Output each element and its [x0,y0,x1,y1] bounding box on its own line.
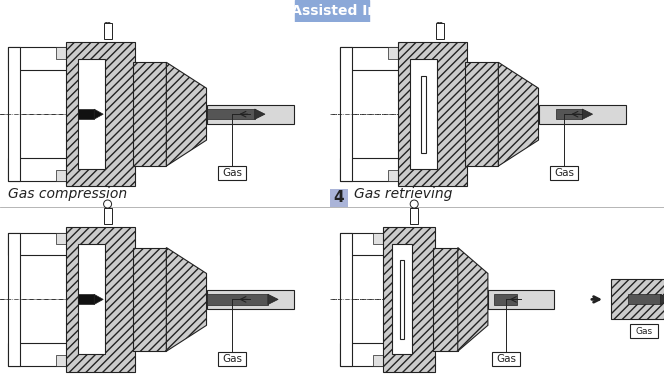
Polygon shape [94,109,103,119]
Bar [133,247,167,351]
Bar [488,290,554,309]
Bar [8,158,68,181]
Bar [340,158,400,181]
Polygon shape [255,109,265,119]
Bar [340,233,353,366]
Polygon shape [499,62,539,166]
Bar [66,42,135,187]
Bar [340,47,353,181]
Text: Gas: Gas [222,354,242,364]
Bar [388,169,400,181]
Bar [421,76,426,152]
Bar [78,59,105,169]
Polygon shape [167,247,207,351]
Bar [492,352,521,366]
Bar [539,105,626,123]
Bar [104,23,112,39]
Bar [436,23,444,39]
Bar [398,42,467,187]
Text: Gas: Gas [554,169,574,178]
Bar [56,169,68,181]
Circle shape [104,200,112,208]
Bar [295,0,369,22]
Bar [630,325,658,338]
Bar [340,343,385,366]
Bar [373,233,385,244]
Bar [383,227,435,372]
Bar [56,233,68,244]
Bar [465,62,499,166]
Text: Gas: Gas [222,169,242,178]
Bar [104,208,112,224]
Bar [207,290,294,309]
Bar [433,247,457,351]
Bar [340,233,385,255]
Bar [410,59,437,169]
Bar [550,167,578,180]
Text: 4: 4 [334,190,345,205]
Bar [218,352,246,366]
Bar [66,227,135,372]
Bar [133,62,167,166]
Circle shape [410,200,418,208]
Bar [8,343,68,366]
Polygon shape [582,109,592,119]
Polygon shape [167,62,207,166]
Bar [340,47,400,70]
Circle shape [436,15,444,23]
Bar [56,355,68,366]
Polygon shape [661,294,664,305]
Bar [78,245,105,354]
Circle shape [104,15,112,23]
Bar [556,109,582,119]
Text: Analysis of Gas Assisted Injection Molding: Analysis of Gas Assisted Injection Moldi… [167,4,497,18]
Polygon shape [268,294,278,305]
Text: Gas: Gas [635,327,653,336]
Bar [8,233,68,255]
Text: Gas compression: Gas compression [8,187,127,201]
Polygon shape [457,247,488,351]
Text: Gas: Gas [496,354,517,364]
Bar [388,47,400,59]
Polygon shape [94,294,103,305]
Bar [392,245,412,354]
Bar [78,109,94,119]
Bar [8,47,68,70]
Bar [207,294,268,305]
Bar [56,47,68,59]
Bar [410,208,418,224]
Bar [78,294,94,305]
Bar [8,47,21,181]
Text: Gas retrieving: Gas retrieving [354,187,452,201]
Bar [207,105,294,123]
Bar [207,109,255,119]
Bar [218,167,246,180]
Bar [330,189,348,207]
Bar [627,294,661,305]
Bar [495,294,517,305]
Bar [373,355,385,366]
Bar [8,233,21,366]
Bar [400,260,404,339]
Bar [611,279,664,319]
